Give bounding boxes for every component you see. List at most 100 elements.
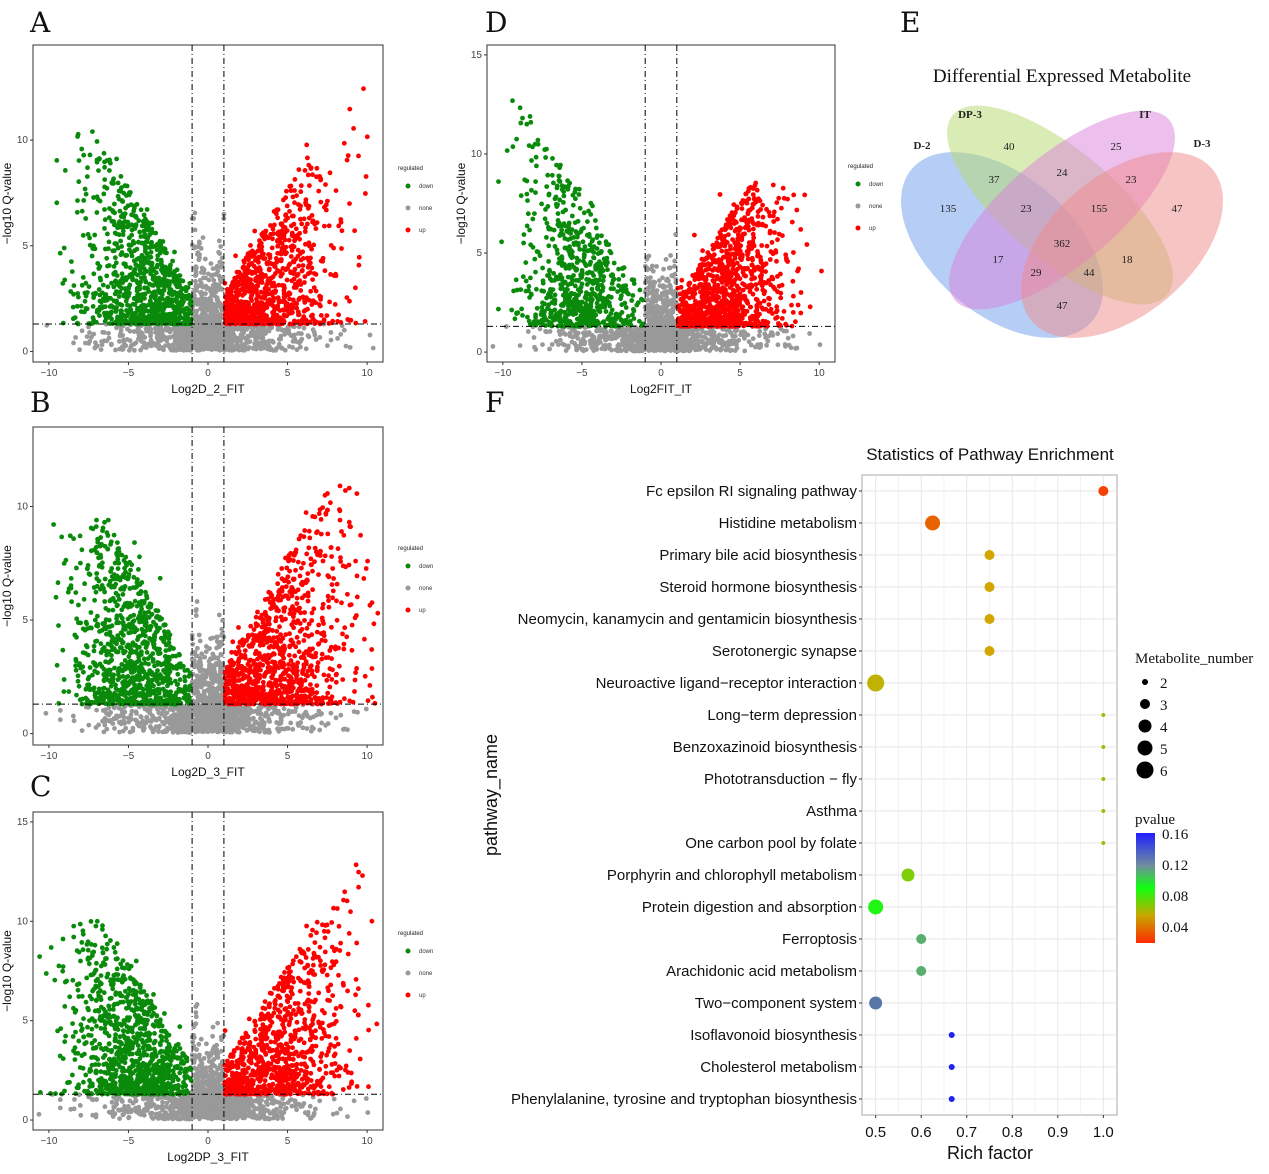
point-down — [78, 303, 84, 309]
point-down — [62, 277, 68, 283]
point-none — [57, 717, 63, 723]
point-none — [112, 726, 117, 731]
point-up — [292, 238, 297, 244]
point-up — [255, 283, 261, 289]
point-up — [302, 274, 308, 279]
point-none — [236, 347, 242, 353]
point-down — [63, 557, 69, 563]
point-none — [219, 287, 225, 292]
point-down — [85, 165, 90, 171]
point-down — [76, 683, 82, 689]
point-down — [119, 244, 124, 249]
point-up — [239, 282, 245, 287]
point-up — [305, 264, 311, 270]
point-up — [309, 246, 314, 252]
point-down — [155, 257, 161, 262]
point-down — [73, 658, 79, 664]
point-down — [74, 209, 80, 215]
point-none — [195, 693, 201, 699]
point-up — [276, 232, 282, 237]
point-none — [114, 325, 119, 331]
point-none — [177, 711, 183, 717]
point-down — [87, 152, 93, 158]
point-none — [156, 330, 162, 335]
point-up — [262, 292, 268, 297]
point-up — [284, 277, 290, 283]
point-none — [275, 327, 281, 332]
point-none — [341, 327, 347, 333]
point-down — [106, 667, 112, 673]
point-none — [118, 331, 123, 337]
point-up — [294, 193, 299, 199]
point-down — [107, 206, 112, 211]
point-none — [71, 340, 76, 346]
y-tick-label: 0 — [22, 346, 28, 357]
point-up — [235, 274, 240, 280]
point-up — [278, 273, 284, 279]
point-none — [241, 714, 246, 719]
point-down — [124, 193, 129, 198]
point-up — [275, 295, 281, 301]
point-down — [155, 242, 161, 248]
point-none — [125, 715, 131, 721]
point-up — [244, 316, 250, 322]
point-none — [183, 326, 189, 332]
point-up — [283, 267, 288, 273]
point-up — [247, 269, 253, 274]
point-none — [120, 710, 125, 715]
point-none — [203, 329, 209, 334]
point-up — [294, 282, 300, 288]
point-down — [70, 304, 76, 310]
point-none — [269, 711, 275, 717]
point-down — [119, 271, 125, 277]
point-down — [116, 294, 122, 299]
point-up — [310, 312, 315, 318]
point-none — [284, 725, 290, 731]
point-down — [182, 319, 188, 325]
point-up — [253, 276, 259, 281]
point-none — [215, 297, 221, 303]
point-down — [148, 254, 154, 260]
point-none — [301, 712, 307, 718]
point-down — [94, 194, 100, 200]
point-up — [256, 310, 262, 316]
point-none — [120, 346, 126, 352]
point-up — [287, 296, 292, 302]
point-up — [310, 277, 315, 282]
point-none — [117, 346, 123, 352]
point-none — [192, 210, 198, 216]
point-none — [290, 726, 296, 732]
point-up — [311, 242, 317, 248]
x-tick-label: 5 — [285, 368, 291, 379]
point-down — [111, 305, 116, 310]
point-none — [251, 715, 256, 721]
point-up — [327, 170, 333, 176]
point-none — [192, 227, 198, 233]
point-up — [258, 276, 264, 281]
point-down — [97, 275, 103, 281]
point-down — [153, 305, 159, 311]
point-down — [172, 312, 178, 318]
point-down — [102, 207, 107, 212]
point-none — [131, 329, 137, 334]
point-none — [83, 340, 88, 346]
point-down — [100, 525, 106, 531]
point-none — [248, 724, 253, 729]
point-none — [94, 707, 99, 713]
point-none — [311, 329, 317, 335]
point-down — [143, 279, 149, 285]
point-up — [294, 305, 300, 311]
point-none — [98, 347, 104, 352]
point-down — [51, 522, 56, 527]
point-down — [147, 232, 152, 238]
point-down — [168, 302, 174, 308]
point-down — [140, 276, 146, 281]
point-none — [116, 705, 122, 711]
point-up — [303, 317, 309, 323]
point-down — [96, 266, 102, 271]
point-up — [335, 319, 340, 324]
point-up — [275, 268, 280, 273]
point-up — [253, 266, 259, 272]
point-up — [222, 280, 228, 286]
